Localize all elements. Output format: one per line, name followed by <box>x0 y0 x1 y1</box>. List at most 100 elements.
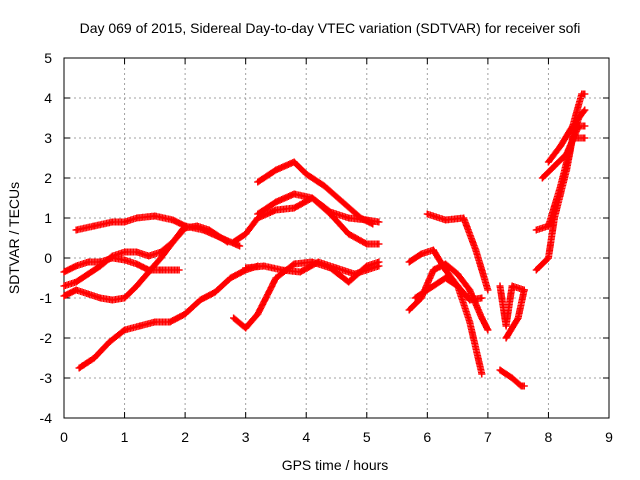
data-point <box>484 326 492 334</box>
series-group <box>75 262 262 372</box>
data-point <box>254 210 262 218</box>
data-point <box>417 250 425 258</box>
data-point <box>429 266 437 274</box>
data-point <box>508 374 516 382</box>
x-tick-label: 0 <box>60 429 68 445</box>
data-point <box>108 252 116 260</box>
series-trace <box>405 246 486 378</box>
y-tick-label: 1 <box>44 210 52 226</box>
data-point <box>569 122 577 130</box>
data-point <box>320 182 328 190</box>
data-point <box>496 366 504 374</box>
data-point <box>544 222 552 230</box>
series-group <box>496 282 528 330</box>
x-tick-label: 4 <box>302 429 310 445</box>
data-point <box>563 150 571 158</box>
chart-title: Day 069 of 2015, Sidereal Day-to-day VTE… <box>80 20 581 36</box>
series-group <box>544 90 589 166</box>
data-point <box>502 334 510 342</box>
data-point <box>169 216 177 224</box>
data-point <box>484 286 492 294</box>
data-point <box>466 318 474 326</box>
data-point <box>581 106 589 114</box>
data-point <box>478 370 486 378</box>
data-point <box>423 210 431 218</box>
y-tick-label: -1 <box>40 290 53 306</box>
series-trace <box>72 212 244 250</box>
data-point <box>308 194 316 202</box>
data-point <box>375 218 383 226</box>
data-point <box>290 260 298 268</box>
data-point <box>472 246 480 254</box>
data-point <box>339 198 347 206</box>
data-point <box>557 182 565 190</box>
data-point <box>532 226 540 234</box>
data-point <box>121 326 129 334</box>
series-group <box>496 366 528 390</box>
data-point <box>520 286 528 294</box>
data-series <box>60 90 589 390</box>
data-point <box>351 270 359 278</box>
data-point <box>532 266 540 274</box>
data-point <box>551 162 558 170</box>
data-point <box>363 240 371 248</box>
data-point <box>60 282 68 290</box>
data-point <box>442 216 449 224</box>
data-point <box>242 264 250 272</box>
data-point <box>166 318 174 326</box>
series-group <box>411 274 486 304</box>
data-point <box>345 278 353 286</box>
data-point <box>442 266 449 274</box>
data-point <box>333 264 340 272</box>
y-tick-label: 2 <box>44 170 52 186</box>
data-point <box>72 226 80 234</box>
data-point <box>145 252 153 260</box>
data-point <box>108 296 116 304</box>
plot-frame <box>63 57 610 419</box>
data-point <box>369 220 377 228</box>
data-point <box>460 214 468 222</box>
data-point <box>345 230 353 238</box>
data-point <box>96 262 104 270</box>
x-tick-label: 3 <box>242 429 250 445</box>
series-group <box>405 246 486 378</box>
data-point <box>196 296 204 304</box>
data-point <box>75 364 83 372</box>
data-point <box>405 258 413 266</box>
x-tick-label: 7 <box>484 429 492 445</box>
data-point <box>575 122 583 130</box>
data-point <box>278 266 286 274</box>
y-axis-label: SDTVAR / TECUs <box>6 182 22 294</box>
data-point <box>429 246 437 254</box>
y-tick-label: 4 <box>44 90 52 106</box>
data-point <box>121 248 129 256</box>
series-group <box>405 260 492 334</box>
data-point <box>105 338 113 346</box>
data-point <box>290 158 298 166</box>
series-group <box>72 212 244 250</box>
series-trace <box>254 158 377 228</box>
data-point <box>581 90 589 98</box>
data-point <box>357 214 365 222</box>
data-point <box>581 134 589 142</box>
data-point <box>254 178 262 186</box>
data-point <box>272 198 280 206</box>
data-point <box>466 296 474 304</box>
y-tick-label: -3 <box>40 370 53 386</box>
data-point <box>557 142 565 150</box>
data-point <box>454 282 462 290</box>
data-point <box>84 258 92 266</box>
data-point <box>60 292 68 300</box>
data-point <box>514 314 522 322</box>
data-point <box>581 122 589 130</box>
data-point <box>136 322 144 330</box>
data-point <box>227 274 235 282</box>
series-group <box>254 158 377 228</box>
data-point <box>496 282 504 290</box>
data-point <box>224 238 231 246</box>
data-point <box>175 266 183 274</box>
data-point <box>254 310 262 318</box>
x-tick-label: 2 <box>181 429 189 445</box>
data-point <box>121 218 129 226</box>
